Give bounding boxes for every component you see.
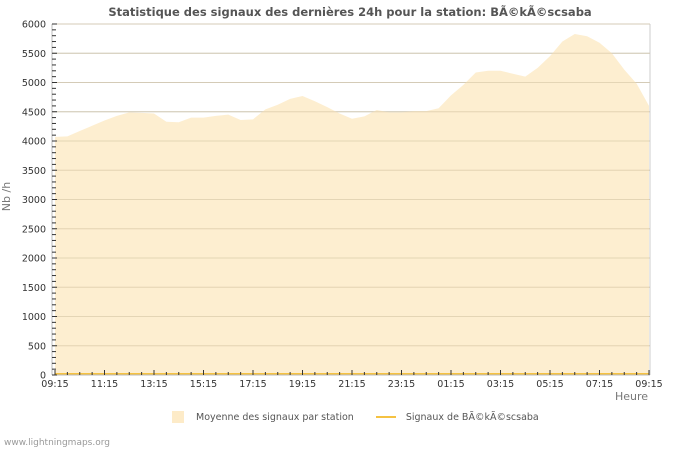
average-signals-area: [55, 33, 649, 375]
chart-title: Statistique des signaux des dernières 24…: [108, 5, 592, 19]
y-tick-label: 0: [40, 371, 46, 382]
y-tick-label: 2500: [22, 224, 46, 235]
y-tick-label: 4500: [22, 107, 46, 118]
y-tick-label: 500: [28, 341, 46, 352]
x-tick-label: 07:15: [586, 379, 613, 390]
y-tick-label: 5000: [22, 78, 46, 89]
x-tick-label: 09:15: [41, 379, 68, 390]
y-tick-label: 1500: [22, 283, 46, 294]
x-tick-label: 15:15: [190, 379, 217, 390]
legend-area-label: Moyenne des signaux par station: [196, 411, 354, 423]
x-tick-label: 03:15: [487, 379, 514, 390]
legend: Moyenne des signaux par station Signaux …: [172, 411, 539, 423]
x-tick-label: 11:15: [91, 379, 118, 390]
legend-line-swatch: [375, 416, 396, 418]
y-tick-label: 1000: [22, 312, 46, 323]
footer-link[interactable]: www.lightningmaps.org: [4, 438, 110, 448]
y-tick-label: 6000: [22, 20, 46, 31]
x-tick-label: 01:15: [437, 379, 464, 390]
y-tick-label: 2000: [22, 254, 46, 265]
x-axis-ticks: 09:15 11:15 13:15 15:15 17:15 19:15 21:15 23:15…: [41, 370, 663, 390]
y-tick-label: 5500: [22, 49, 46, 60]
legend-line-label: Signaux de BÃ©kÃ©scsaba: [405, 411, 539, 423]
x-axis-label: Heure: [614, 390, 648, 403]
x-tick-label: 21:15: [338, 379, 365, 390]
y-tick-label: 4000: [22, 137, 46, 148]
legend-area-swatch: [172, 411, 184, 423]
x-tick-label: 05:15: [536, 379, 563, 390]
x-tick-label: 23:15: [388, 379, 415, 390]
y-tick-label: 3500: [22, 166, 46, 177]
y-axis-label: Nb /h: [0, 181, 14, 212]
x-tick-label: 09:15: [635, 379, 662, 390]
x-tick-label: 13:15: [140, 379, 167, 390]
y-tick-label: 3000: [22, 195, 46, 206]
x-tick-label: 19:15: [289, 379, 316, 390]
y-axis-ticks: 0 500 1000 1500 2000 2500 3000 3500 4000 4500 5000…: [22, 20, 57, 382]
x-tick-label: 17:15: [239, 379, 266, 390]
